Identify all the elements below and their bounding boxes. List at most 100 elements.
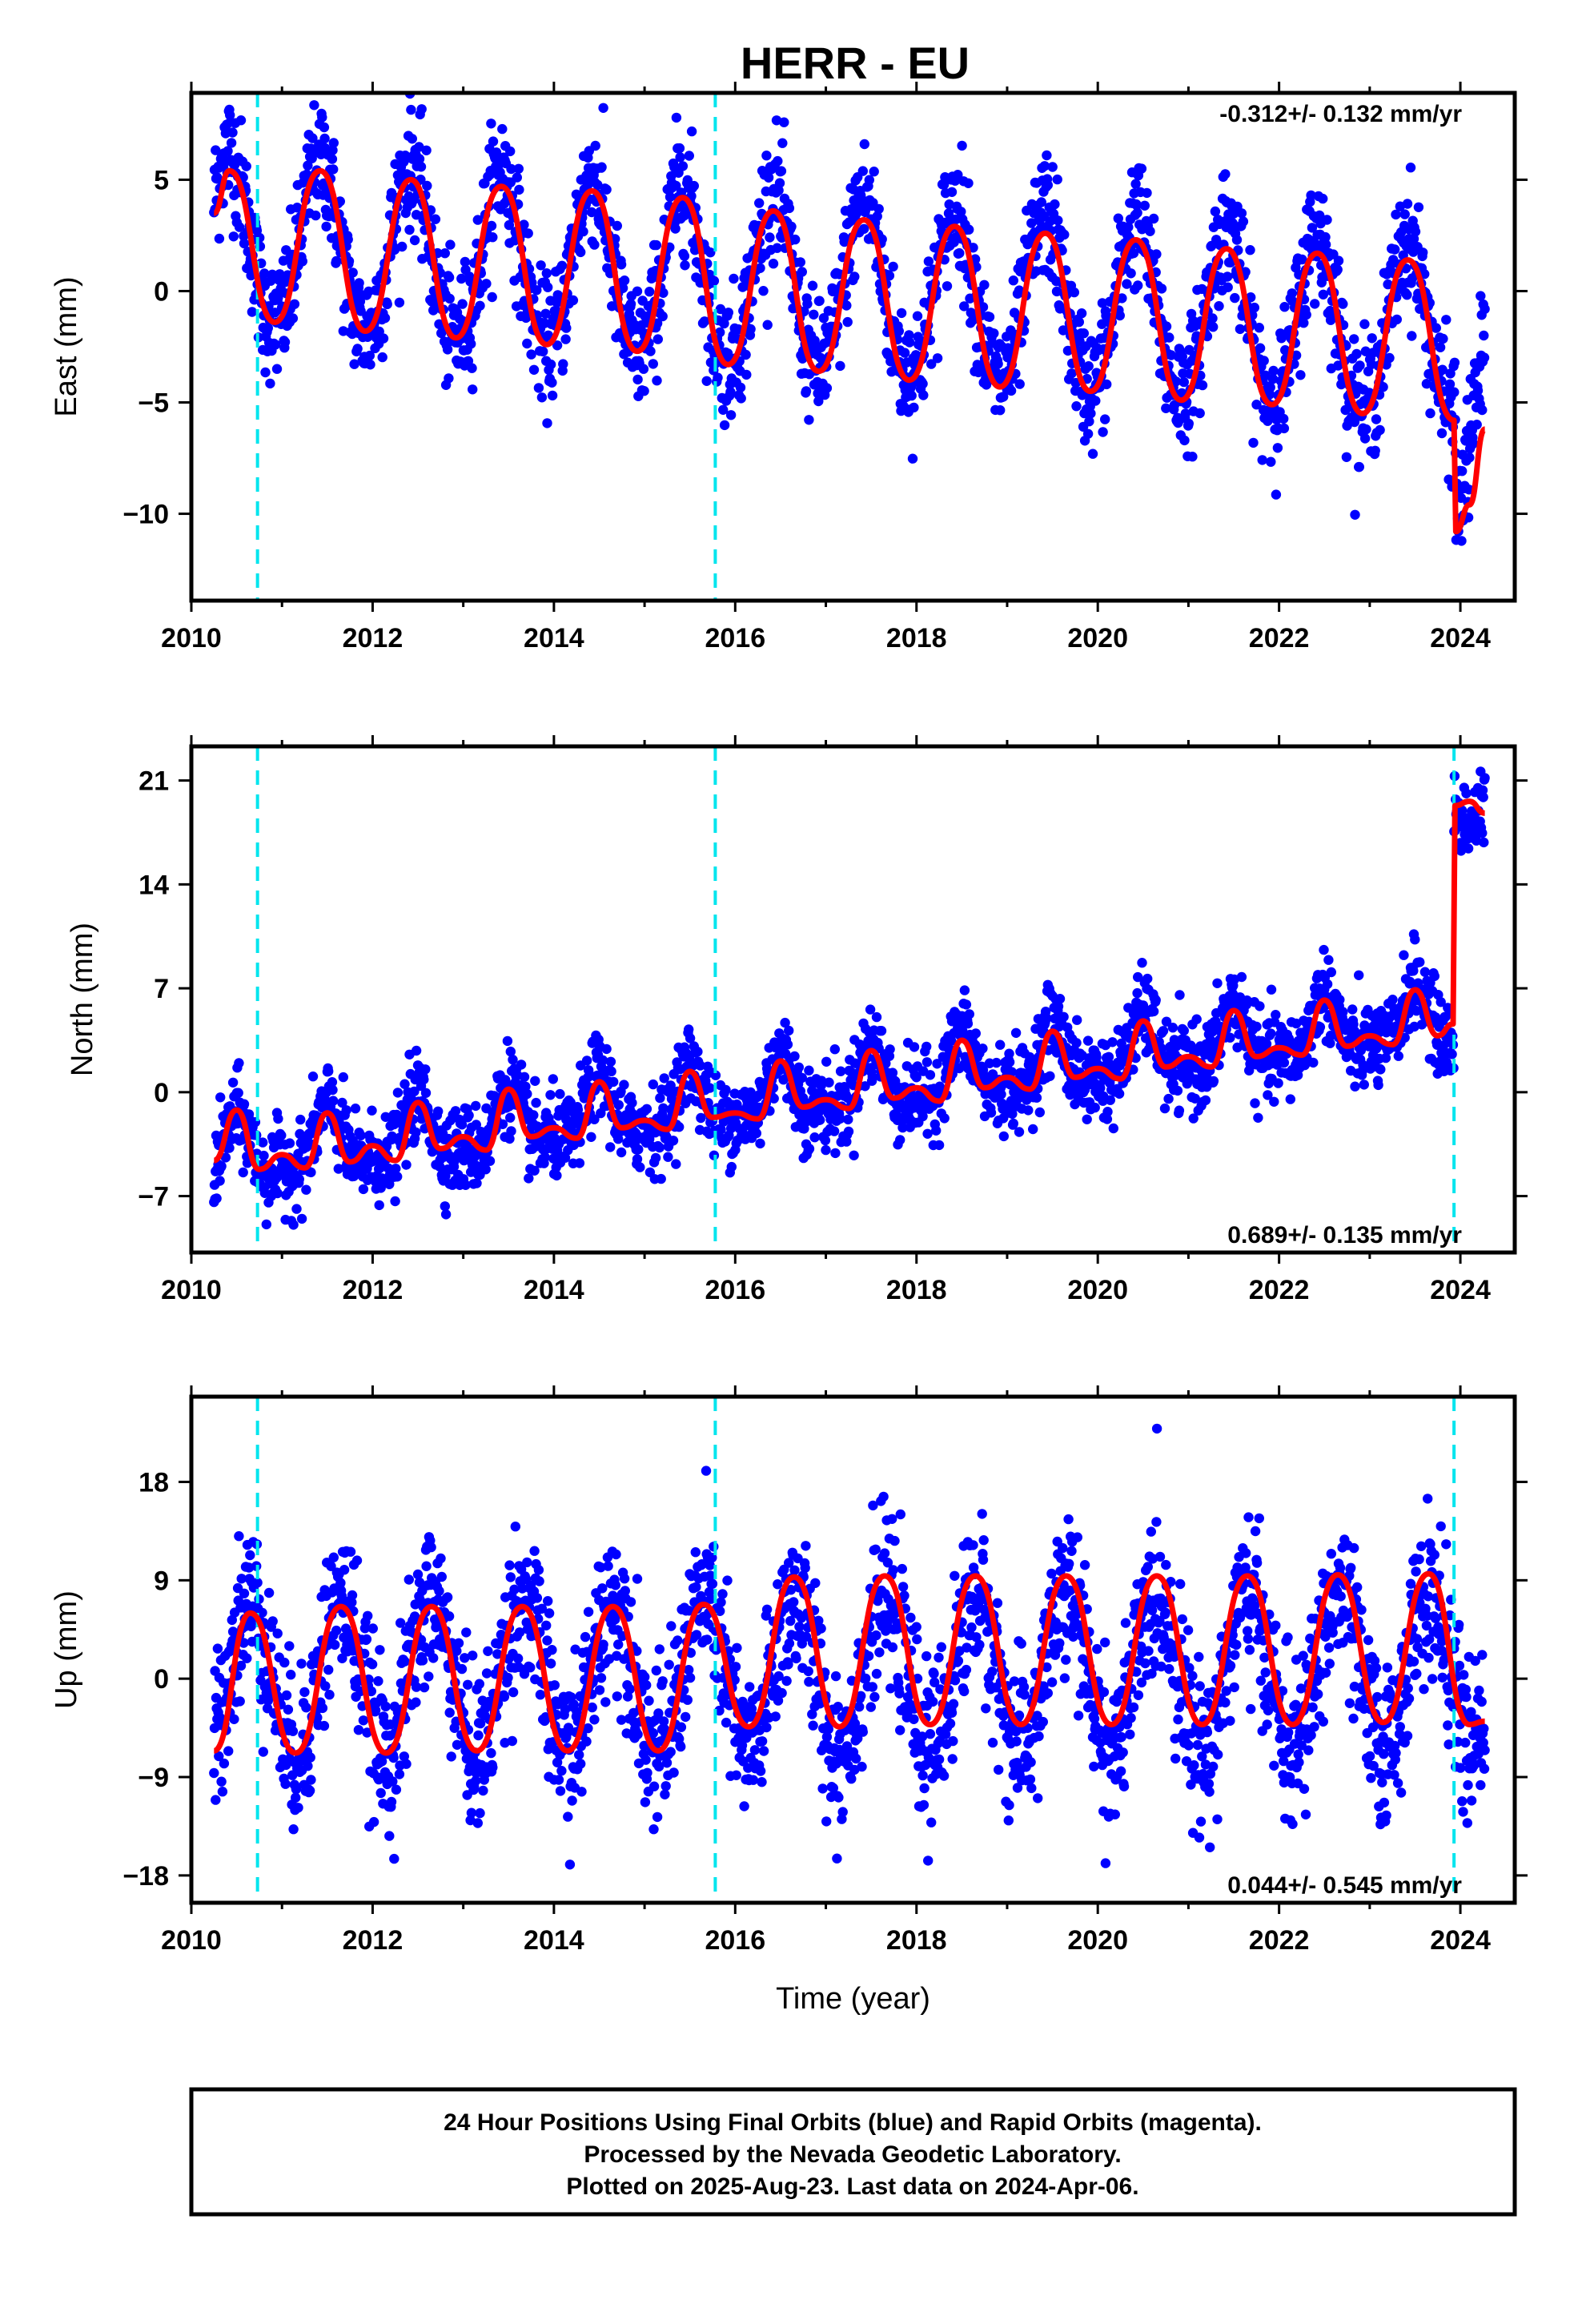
east-point (877, 234, 887, 244)
east-point (523, 228, 533, 239)
north-point (674, 1122, 685, 1132)
east-point (1391, 314, 1403, 325)
north-point (696, 1112, 706, 1124)
north-point (959, 985, 970, 995)
east-point (228, 231, 239, 242)
east-point (1259, 356, 1269, 366)
east-point (1170, 376, 1182, 387)
east-point (235, 115, 247, 126)
east-point (486, 119, 496, 129)
north-point (464, 1110, 474, 1120)
east-point (404, 224, 415, 235)
north-point (755, 1138, 765, 1149)
east-point (247, 307, 258, 317)
north-point (849, 1150, 859, 1161)
north-point (552, 1170, 562, 1181)
east-point (1449, 357, 1460, 368)
north-point (261, 1219, 271, 1230)
east-point (378, 333, 389, 344)
east-point (899, 348, 910, 358)
east-point (1082, 428, 1094, 439)
north-point (1054, 994, 1066, 1004)
north-point (659, 1073, 669, 1084)
north-point (1263, 1090, 1273, 1100)
north-fit-line (212, 798, 1486, 1172)
east-point (1272, 443, 1283, 453)
east-point (486, 220, 497, 231)
north-point (301, 1184, 311, 1195)
north-point (1107, 1037, 1118, 1047)
east-point (680, 260, 690, 271)
east-point (578, 226, 588, 237)
east-point (414, 154, 425, 164)
north-point (693, 1047, 703, 1057)
east-point (1133, 280, 1143, 291)
east-point (616, 259, 627, 270)
north-point (656, 1173, 666, 1184)
east-point (1131, 200, 1142, 211)
north-point (1082, 1114, 1092, 1125)
east-point (652, 376, 662, 386)
east-x-tick-label: 2022 (1249, 623, 1310, 653)
east-point (1122, 279, 1132, 289)
east-point (1248, 437, 1259, 448)
north-point (821, 1056, 832, 1068)
east-point (1287, 288, 1298, 299)
north-point (782, 1039, 793, 1050)
east-point (265, 378, 275, 389)
east-point (260, 367, 271, 378)
east-point (821, 383, 833, 393)
east-point (1457, 466, 1468, 476)
east-point (1268, 365, 1279, 376)
east-point (1464, 452, 1475, 463)
north-point (216, 1161, 227, 1172)
up-point (235, 1696, 245, 1707)
east-point (1375, 424, 1385, 436)
east-point (869, 167, 879, 177)
east-point (456, 273, 467, 284)
east-point (729, 273, 739, 284)
east-point (532, 285, 542, 296)
north-point (411, 1127, 421, 1138)
north-point (1010, 1027, 1022, 1039)
east-point (1148, 213, 1159, 224)
north-point (793, 1062, 804, 1073)
north-point (1323, 955, 1334, 965)
east-point (536, 392, 548, 403)
north-point (1006, 1067, 1018, 1077)
north-point (1178, 1025, 1190, 1036)
north-point (367, 1105, 377, 1116)
east-point (319, 133, 330, 144)
north-point (500, 1077, 512, 1088)
east-point (1006, 385, 1017, 396)
north-point (484, 1156, 496, 1166)
east-point (725, 387, 736, 397)
north-point (780, 1017, 790, 1028)
east-point (319, 122, 330, 133)
east-point (1074, 316, 1085, 328)
north-point (328, 1096, 339, 1106)
north-point (1132, 987, 1142, 999)
east-point (440, 248, 450, 259)
east-point (1421, 379, 1432, 389)
east-point (1435, 342, 1446, 352)
east-point (682, 175, 693, 186)
east-y-tick-label: −10 (122, 500, 169, 530)
east-point (893, 326, 905, 336)
north-point (574, 1158, 585, 1168)
north-point (925, 1070, 936, 1080)
north-point (1399, 1032, 1410, 1043)
north-points (209, 766, 1490, 1230)
east-point (1468, 438, 1479, 449)
east-point (491, 147, 502, 158)
east-point (801, 386, 812, 396)
east-point (675, 152, 685, 163)
north-point (809, 1132, 820, 1143)
east-point (888, 261, 898, 272)
east-point (1180, 408, 1191, 419)
east-point (1245, 245, 1255, 255)
north-point (516, 1059, 527, 1070)
east-point (725, 410, 737, 420)
north-point (497, 1119, 508, 1130)
east-point (1151, 249, 1162, 259)
